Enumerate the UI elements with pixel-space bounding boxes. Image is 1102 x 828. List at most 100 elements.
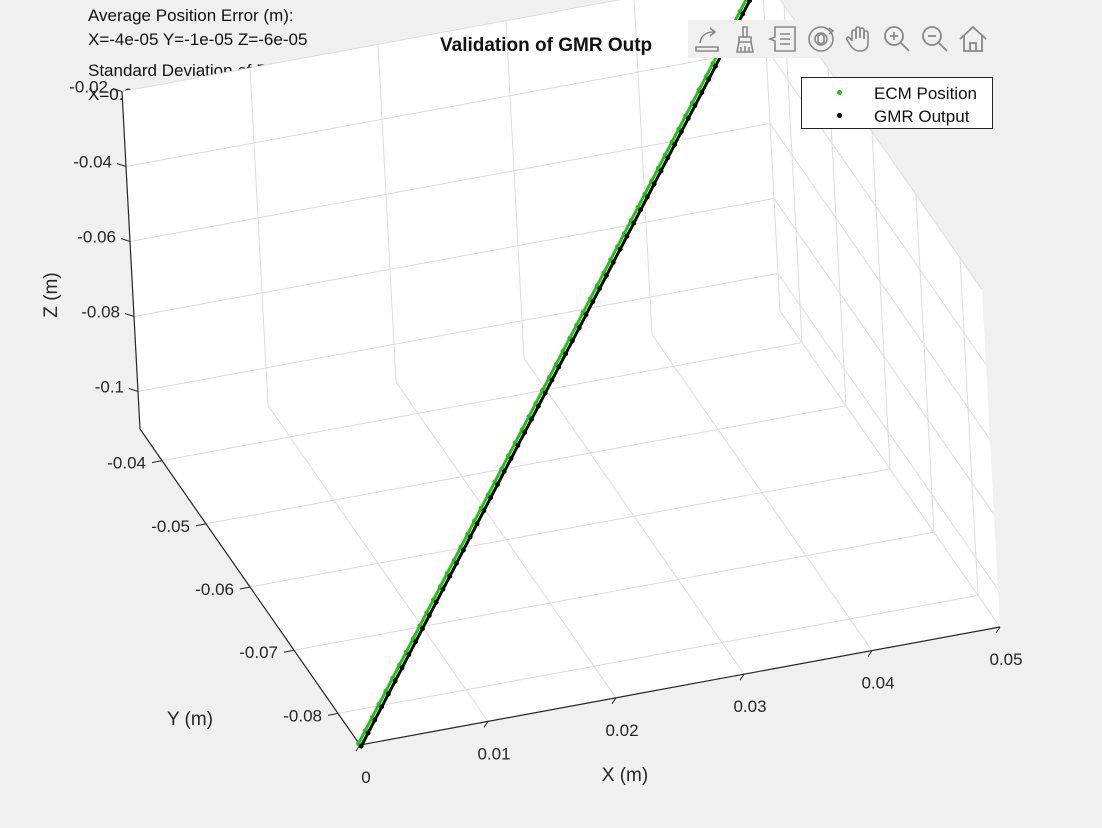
- brush-icon[interactable]: [726, 20, 764, 58]
- legend-marker-gmr: [837, 113, 842, 118]
- data-point-gmr: [583, 312, 589, 318]
- data-point-gmr: [665, 155, 671, 161]
- data-point-gmr: [570, 338, 575, 344]
- side-gridline-z: [777, 273, 999, 590]
- data-point-gmr: [379, 704, 385, 710]
- x-tick-mark: [611, 697, 617, 705]
- y-tick-mark: [327, 712, 339, 716]
- y-tick-mark: [283, 649, 295, 653]
- side-gridline-y: [783, 5, 803, 343]
- y-tick-mark: [195, 523, 207, 527]
- back-gridline-z: [129, 123, 771, 242]
- z-tick-label: -0.06: [77, 228, 116, 247]
- data-point-gmr: [501, 469, 507, 474]
- z-tick-label: -0.1: [95, 378, 124, 397]
- export-icon[interactable]: [688, 20, 726, 58]
- y-tick-label: -0.07: [239, 643, 278, 662]
- z-axis-line: [121, 91, 141, 430]
- data-point-gmr: [358, 743, 364, 749]
- floor-gridline-y: [293, 531, 935, 651]
- data-point-gmr: [692, 103, 698, 108]
- home-icon[interactable]: [954, 20, 992, 58]
- data-point-gmr: [392, 678, 398, 684]
- data-point-gmr: [467, 534, 473, 540]
- floor-gridline-y: [161, 342, 803, 462]
- y-tick-mark: [151, 460, 163, 464]
- data-point-gmr: [386, 691, 391, 697]
- data-point-gmr: [549, 377, 555, 383]
- side-gridline-y: [915, 194, 935, 533]
- data-point-gmr: [495, 482, 500, 488]
- avg-error-values: X=-4e-05 Y=-1e-05 Z=-6e-05: [88, 30, 308, 49]
- back-gridline-z: [121, 0, 622, 92]
- x-axis-line: [359, 626, 1001, 746]
- back-gridline-z: [133, 198, 775, 317]
- data-point-gmr: [658, 168, 664, 174]
- pan-hand-icon[interactable]: [840, 20, 878, 58]
- y-tick-label: -0.05: [151, 517, 190, 536]
- data-tips-icon[interactable]: [764, 20, 802, 58]
- axes-toolbar: [688, 20, 1006, 58]
- legend[interactable]: ECM Position GMR Output: [801, 77, 993, 129]
- side-gridline-y: [959, 257, 979, 596]
- side-gridline-z: [769, 123, 991, 440]
- data-point-gmr: [454, 560, 459, 566]
- legend-label-ecm: ECM Position: [874, 84, 977, 103]
- data-point-gmr: [699, 89, 705, 95]
- data-point-gmr: [556, 364, 562, 370]
- data-point-gmr: [488, 495, 494, 501]
- x-tick-mark: [867, 650, 873, 657]
- back-wall-pane: [122, 0, 780, 429]
- data-point-gmr: [672, 142, 678, 148]
- data-point-gmr: [685, 116, 691, 121]
- data-point-gmr: [604, 273, 609, 278]
- data-point-gmr: [406, 652, 412, 658]
- x-axis-label: X (m): [602, 765, 648, 786]
- back-gridline-x: [633, 0, 653, 335]
- data-point-gmr: [542, 390, 548, 396]
- legend-marker-ecm: [837, 90, 842, 95]
- chart-title: Validation of GMR Outp: [440, 35, 653, 56]
- series-line-1: [359, 0, 752, 748]
- data-point-gmr: [610, 259, 616, 265]
- data-point-gmr: [563, 351, 569, 357]
- y-tick-label: -0.08: [283, 706, 322, 725]
- back-gridline-x: [505, 20, 525, 359]
- data-point-gmr: [644, 194, 650, 200]
- data-point-gmr: [461, 547, 466, 553]
- z-axis-label: Z (m): [41, 272, 62, 317]
- data-point-gmr: [638, 207, 643, 213]
- data-point-gmr: [508, 456, 514, 461]
- side-gridline-z: [773, 198, 995, 515]
- data-point-gmr: [713, 63, 718, 69]
- data-point-gmr: [447, 573, 453, 579]
- data-point-gmr: [413, 639, 419, 644]
- data-point-gmr: [426, 613, 432, 618]
- floor-gridline-y: [337, 594, 979, 714]
- back-gridline-z: [125, 48, 767, 167]
- rotate-3d-icon[interactable]: [802, 20, 840, 58]
- floor-gridline-y: [205, 405, 847, 525]
- y-tick-label: -0.04: [107, 454, 146, 473]
- z-tick-label: -0.02: [69, 78, 108, 97]
- data-point-gmr: [420, 626, 425, 631]
- zoom-out-icon[interactable]: [916, 20, 954, 58]
- data-point-gmr: [740, 11, 746, 17]
- zoom-in-icon[interactable]: [878, 20, 916, 58]
- back-gridline-x: [377, 44, 397, 382]
- data-point-gmr: [515, 443, 521, 448]
- z-tick-mark: [116, 163, 127, 167]
- x-tick-label: 0.01: [477, 744, 510, 763]
- x-tick-label: 0: [361, 768, 370, 787]
- data-point-gmr: [399, 665, 405, 671]
- legend-item-gmr: GMR Output: [802, 105, 992, 127]
- z-tick-mark: [112, 88, 123, 92]
- x-tick-mark: [995, 626, 1001, 634]
- y-axis-label: Y (m): [167, 709, 213, 730]
- data-point-gmr: [679, 129, 684, 135]
- data-point-gmr: [747, 0, 752, 4]
- data-point-gmr: [440, 586, 446, 592]
- z-tick-mark: [128, 388, 139, 392]
- legend-item-ecm: ECM Position: [802, 82, 992, 104]
